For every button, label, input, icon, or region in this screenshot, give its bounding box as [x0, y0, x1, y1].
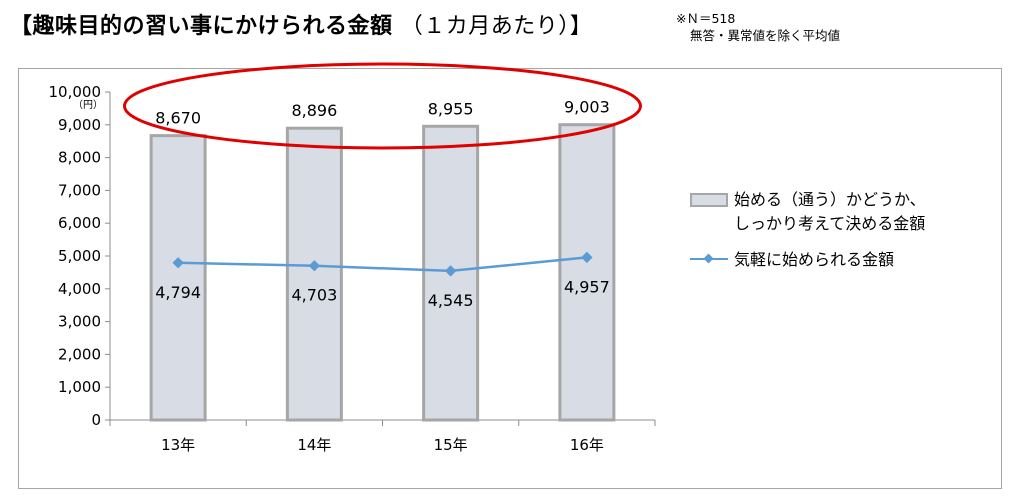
y-tick-label: 1,000 [58, 378, 101, 396]
y-unit-label: （円） [73, 99, 103, 111]
legend-item-bar: 始める（通う）かどうか、 しっかり考えて決める金額 [690, 188, 926, 236]
line-marker [172, 257, 184, 269]
legend-line-swatch [690, 248, 728, 270]
x-tick-label: 16年 [570, 436, 604, 454]
line-data-label: 4,794 [155, 283, 201, 302]
highlight-ellipse [123, 62, 642, 150]
y-tick-label: 3,000 [58, 313, 101, 331]
line-series [178, 256, 587, 273]
line-data-label: 4,545 [428, 291, 474, 310]
legend: 始める（通う）かどうか、 しっかり考えて決める金額 気軽に始められる金額 [690, 188, 926, 284]
legend-bar-label-1: 始める（通う）かどうか、 [734, 190, 926, 209]
legend-line-label: 気軽に始められる金額 [734, 250, 895, 269]
y-tick-label: 5,000 [58, 247, 101, 265]
y-tick-label: 0 [91, 411, 101, 429]
line-marker [581, 251, 593, 264]
chart-title: 【趣味目的の習い事にかけられる金額 （１カ月あたり）】 [10, 8, 592, 40]
note-line-2: 無答・異常値を除く平均値 [690, 28, 841, 43]
bar-data-label: 8,955 [428, 99, 474, 118]
y-tick-label: 8,000 [58, 149, 101, 167]
bar [149, 134, 207, 422]
sample-note: ※Ｎ＝518 無答・異常値を除く平均値 [676, 10, 840, 44]
y-tick-label: 10,000 [49, 83, 102, 101]
legend-bar-swatch [690, 193, 728, 207]
x-tick-label: 14年 [297, 436, 331, 454]
y-tick-label: 6,000 [58, 214, 101, 232]
y-tick-label: 2,000 [58, 345, 101, 363]
y-tick-label: 9,000 [58, 116, 101, 134]
legend-item-line: 気軽に始められる金額 [690, 248, 926, 272]
note-line-1: ※Ｎ＝518 [676, 11, 736, 26]
x-tick-label: 15年 [434, 436, 468, 454]
line-data-label: 4,703 [291, 286, 337, 305]
bar [558, 123, 616, 422]
bar-data-label: 8,896 [291, 101, 337, 120]
bar [285, 126, 343, 422]
title-main: 【趣味目的の習い事にかけられる金額 [10, 14, 393, 39]
bar-data-label: 9,003 [564, 98, 610, 117]
y-tick-label: 7,000 [58, 181, 101, 199]
line-marker [444, 265, 457, 277]
x-tick-label: 13年 [161, 436, 195, 454]
legend-bar-label-2: しっかり考えて決める金額 [734, 214, 926, 233]
bar-data-label: 8,670 [155, 109, 201, 128]
line-data-label: 4,957 [564, 277, 610, 296]
line-marker [308, 260, 321, 272]
y-tick-label: 4,000 [58, 280, 101, 298]
title-sub: （１カ月あたり）】 [400, 14, 593, 39]
